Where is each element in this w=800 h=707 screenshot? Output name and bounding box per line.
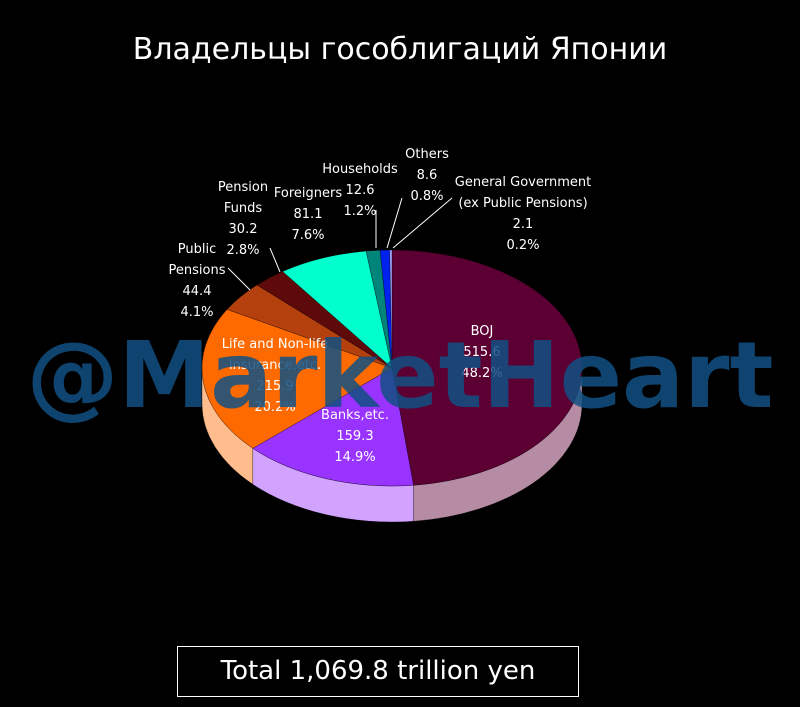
slice-percent: 2.8% — [226, 243, 260, 258]
slice-label: Public Pensions 44.4 4.1% — [169, 239, 226, 323]
slice-percent: 7.6% — [291, 228, 325, 243]
slice-label: Pension Funds 30.2 2.8% — [218, 177, 268, 261]
slice-percent: 4.1% — [180, 305, 214, 320]
watermark: @MarketHeart — [26, 322, 774, 429]
pie-slice — [389, 249, 393, 369]
slice-name: Others — [405, 147, 449, 162]
slice-name: Banks,etc. — [321, 408, 389, 423]
leader-line — [386, 197, 403, 249]
slice-name: Public Pensions — [168, 242, 226, 278]
slice-name: General Government (ex Public Pensions) — [454, 175, 592, 211]
slice-name: Pension Funds — [217, 180, 269, 216]
slice-name: BOJ — [470, 324, 494, 339]
pie-slice — [252, 367, 414, 487]
slice-value: 215.9 — [256, 379, 294, 394]
slice-name: Foreigners — [273, 186, 343, 201]
slice-label: BOJ 515.6 48.2% — [461, 321, 502, 384]
slice-value: 12.6 — [345, 183, 375, 198]
slice-percent: 0.8% — [410, 189, 444, 204]
slice-name: Life and Non-life Insurance,etc. — [221, 337, 329, 373]
slice-label: Households 12.6 1.2% — [322, 159, 398, 222]
leader-line — [227, 267, 251, 291]
slice-label: Banks,etc. 159.3 14.9% — [321, 405, 389, 468]
slice-value: 81.1 — [293, 207, 323, 222]
slice-value: 8.6 — [416, 168, 438, 183]
slice-percent: 0.2% — [506, 238, 540, 253]
slice-percent: 1.2% — [343, 204, 377, 219]
pie-slice — [201, 309, 393, 449]
slice-percent: 14.9% — [334, 450, 376, 465]
slice-label: Foreigners 81.1 7.6% — [274, 183, 342, 246]
slice-percent: 48.2% — [461, 366, 503, 381]
slice-name: Households — [322, 162, 398, 177]
slice-value: 44.4 — [182, 284, 212, 299]
pie-slice — [391, 249, 583, 486]
slice-value: 30.2 — [228, 222, 258, 237]
slice-label: Others 8.6 0.8% — [405, 144, 449, 207]
leader-line — [392, 197, 453, 249]
slice-label: Life and Non-life Insurance,etc. 215.9 20.… — [222, 334, 329, 418]
total-box: Total 1,069.8 trillion yen — [177, 646, 579, 697]
slice-value: 515.6 — [463, 345, 501, 360]
chart-title: Владельцы гособлигаций Японии — [132, 32, 668, 67]
slice-value: 159.3 — [336, 429, 374, 444]
slice-value: 2.1 — [512, 217, 534, 232]
slice-percent: 20.2% — [254, 400, 296, 415]
leader-line — [269, 247, 281, 273]
slice-label: General Government (ex Public Pensions) 2… — [455, 172, 591, 256]
